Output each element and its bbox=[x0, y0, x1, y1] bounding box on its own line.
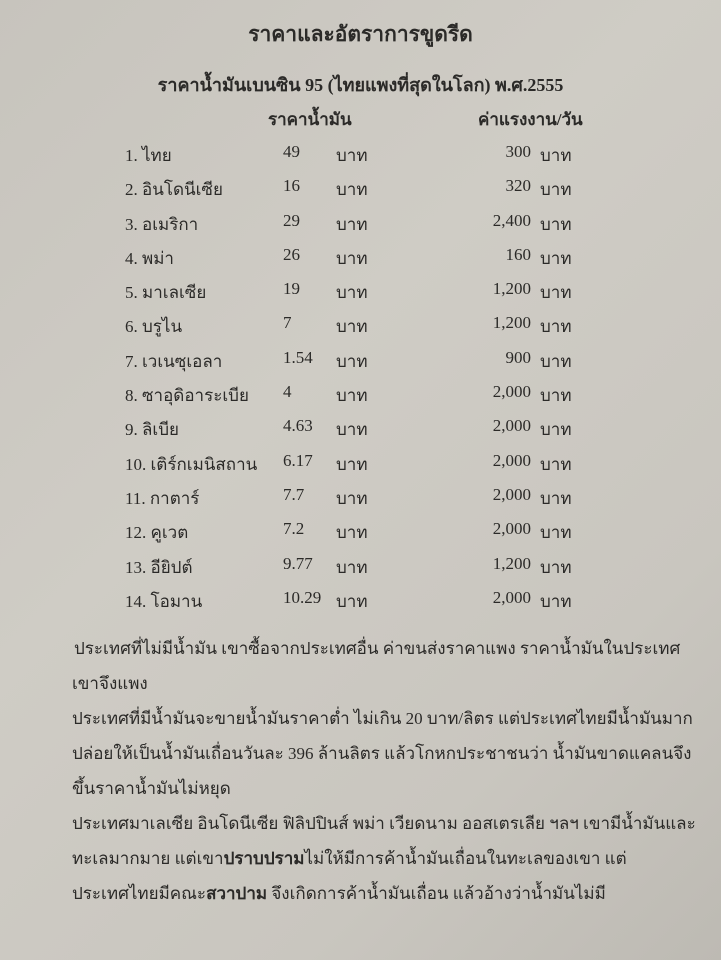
price-unit: บาท bbox=[336, 351, 368, 371]
price-table: 1. ไทย 49 บาท 300 บาท 2. อินโดนีเซีย 16 บาท 320 บ… bbox=[0, 142, 721, 622]
price-unit: บาท bbox=[336, 523, 368, 543]
country-name: 10. เติร์กเมนิสถาน bbox=[125, 454, 258, 474]
table-row: 11. กาตาร์ 7.7 บาท 2,000 บาท bbox=[0, 485, 721, 519]
oil-price: 19 bbox=[283, 279, 300, 299]
table-row: 12. คูเวต 7.2 บาท 2,000 บาท bbox=[0, 519, 721, 553]
price-unit: บาท bbox=[336, 386, 368, 406]
document-subtitle: ราคาน้ำมันเบนซิน 95 (ไทยแพงที่สุดในโลก) … bbox=[157, 75, 564, 95]
table-row: 4. พม่า 26 บาท 160 บาท bbox=[0, 245, 721, 279]
country-name: 4. พม่า bbox=[125, 248, 174, 268]
wage-unit: บาท bbox=[540, 557, 572, 577]
price-unit: บาท bbox=[336, 591, 368, 611]
wage-unit: บาท bbox=[540, 488, 572, 508]
daily-wage: 900 bbox=[505, 347, 532, 367]
table-row: 2. อินโดนีเซีย 16 บาท 320 บาท bbox=[0, 176, 721, 210]
country-name: 9. ลิเบีย bbox=[125, 420, 179, 440]
wage-unit: บาท bbox=[540, 386, 572, 406]
table-row: 10. เติร์กเมนิสถาน 6.17 บาท 2,000 บาท bbox=[0, 451, 721, 485]
daily-wage: 160 bbox=[505, 244, 532, 264]
price-unit: บาท bbox=[336, 248, 368, 268]
daily-wage: 1,200 bbox=[492, 279, 531, 299]
wage-unit: บาท bbox=[540, 214, 572, 234]
country-name: 1. ไทย bbox=[125, 146, 172, 165]
daily-wage: 320 bbox=[505, 176, 532, 196]
paragraph-3-bold-1: ปราบปราม bbox=[223, 849, 305, 868]
paragraph-3-text-c: จึงเกิดการค้าน้ำมันเถื่อน แล้วอ้างว่าน้ำ… bbox=[267, 884, 606, 903]
daily-wage: 2,000 bbox=[492, 519, 531, 539]
wage-unit: บาท bbox=[540, 248, 572, 268]
oil-price: 9.77 bbox=[283, 553, 313, 573]
table-row: 9. ลิเบีย 4.63 บาท 2,000 บาท bbox=[0, 416, 721, 450]
oil-price: 6.17 bbox=[283, 450, 313, 470]
header-wage: ค่าแรงงาน/วัน bbox=[478, 110, 583, 129]
price-unit: บาท bbox=[336, 557, 368, 577]
table-row: 3. อเมริกา 29 บาท 2,400 บาท bbox=[0, 211, 721, 245]
price-unit: บาท bbox=[336, 454, 368, 474]
country-name: 7. เวเนซุเอลา bbox=[125, 351, 223, 371]
country-name: 2. อินโดนีเซีย bbox=[125, 180, 223, 200]
price-unit: บาท bbox=[336, 180, 368, 200]
wage-unit: บาท bbox=[540, 591, 572, 611]
oil-price: 1.54 bbox=[283, 347, 313, 367]
price-unit: บาท bbox=[336, 146, 368, 165]
paragraph-3-text-b: ไม่ให้มีการค้าน้ำมันเถื่อนในทะเลของเขา แ… bbox=[72, 849, 627, 903]
wage-unit: บาท bbox=[540, 351, 572, 371]
table-row: 14. โอมาน 10.29 บาท 2,000 บาท bbox=[0, 588, 721, 622]
table-row: 1. ไทย 49 บาท 300 บาท bbox=[0, 142, 721, 176]
table-row: 6. บรูไน 7 บาท 1,200 บาท bbox=[0, 313, 721, 347]
price-unit: บาท bbox=[336, 317, 368, 337]
country-name: 5. มาเลเซีย bbox=[125, 283, 207, 303]
daily-wage: 1,200 bbox=[492, 553, 531, 573]
wage-unit: บาท bbox=[540, 420, 572, 440]
paragraph-1-text: ประเทศที่ไม่มีน้ำมัน เขาซื้อจากประเทศอื่… bbox=[72, 639, 681, 693]
daily-wage: 2,000 bbox=[492, 484, 531, 504]
wage-unit: บาท bbox=[540, 317, 572, 337]
oil-price: 7.2 bbox=[283, 519, 305, 539]
table-row: 7. เวเนซุเอลา 1.54 บาท 900 บาท bbox=[0, 348, 721, 382]
wage-unit: บาท bbox=[540, 283, 572, 303]
wage-unit: บาท bbox=[540, 454, 572, 474]
wage-unit: บาท bbox=[540, 146, 572, 165]
daily-wage: 2,000 bbox=[492, 416, 531, 436]
country-name: 8. ซาอุดิอาระเบีย bbox=[125, 386, 249, 406]
table-row: 13. อียิปต์ 9.77 บาท 1,200 บาท bbox=[0, 554, 721, 588]
daily-wage: 2,000 bbox=[492, 587, 531, 607]
price-unit: บาท bbox=[336, 283, 368, 303]
oil-price: 4 bbox=[283, 382, 292, 402]
oil-price: 7 bbox=[283, 313, 292, 333]
price-unit: บาท bbox=[336, 214, 368, 234]
oil-price: 26 bbox=[283, 244, 300, 264]
paragraph-2-text: ประเทศที่มีน้ำมันจะขายน้ำมันราคาต่ำ ไม่เ… bbox=[72, 709, 693, 798]
daily-wage: 2,000 bbox=[492, 450, 531, 470]
daily-wage: 2,400 bbox=[492, 210, 531, 230]
country-name: 12. คูเวต bbox=[125, 523, 189, 543]
table-row: 5. มาเลเซีย 19 บาท 1,200 บาท bbox=[0, 279, 721, 313]
wage-unit: บาท bbox=[540, 180, 572, 200]
oil-price: 7.7 bbox=[283, 484, 305, 504]
header-oil-price: ราคาน้ำมัน bbox=[268, 110, 352, 129]
price-unit: บาท bbox=[336, 488, 368, 508]
daily-wage: 300 bbox=[505, 142, 532, 161]
oil-price: 49 bbox=[283, 142, 300, 161]
daily-wage: 1,200 bbox=[492, 313, 531, 333]
country-name: 6. บรูไน bbox=[125, 317, 183, 337]
wage-unit: บาท bbox=[540, 523, 572, 543]
table-row: 8. ซาอุดิอาระเบีย 4 บาท 2,000 บาท bbox=[0, 382, 721, 416]
paragraph-2: ประเทศที่มีน้ำมันจะขายน้ำมันราคาต่ำ ไม่เ… bbox=[72, 701, 702, 806]
country-name: 14. โอมาน bbox=[125, 591, 203, 611]
oil-price: 4.63 bbox=[283, 416, 313, 436]
daily-wage: 2,000 bbox=[492, 382, 531, 402]
country-name: 13. อียิปต์ bbox=[125, 557, 193, 577]
paragraph-3: ประเทศมาเลเซีย อินโดนีเซีย ฟิลิปปินส์ พม… bbox=[72, 806, 702, 911]
country-name: 11. กาตาร์ bbox=[125, 488, 200, 508]
oil-price: 16 bbox=[283, 176, 300, 196]
paragraph-3-bold-2: สวาปาม bbox=[206, 884, 268, 903]
paragraph-1: ประเทศที่ไม่มีน้ำมัน เขาซื้อจากประเทศอื่… bbox=[72, 631, 702, 701]
country-name: 3. อเมริกา bbox=[125, 214, 199, 234]
oil-price: 10.29 bbox=[283, 587, 322, 607]
paragraph-3-text-a: ประเทศมาเลเซีย อินโดนีเซีย ฟิลิปปินส์ พม… bbox=[72, 814, 696, 868]
oil-price: 29 bbox=[283, 210, 300, 230]
document-title: ราคาและอัตราการขูดรีด bbox=[248, 22, 473, 46]
price-unit: บาท bbox=[336, 420, 368, 440]
